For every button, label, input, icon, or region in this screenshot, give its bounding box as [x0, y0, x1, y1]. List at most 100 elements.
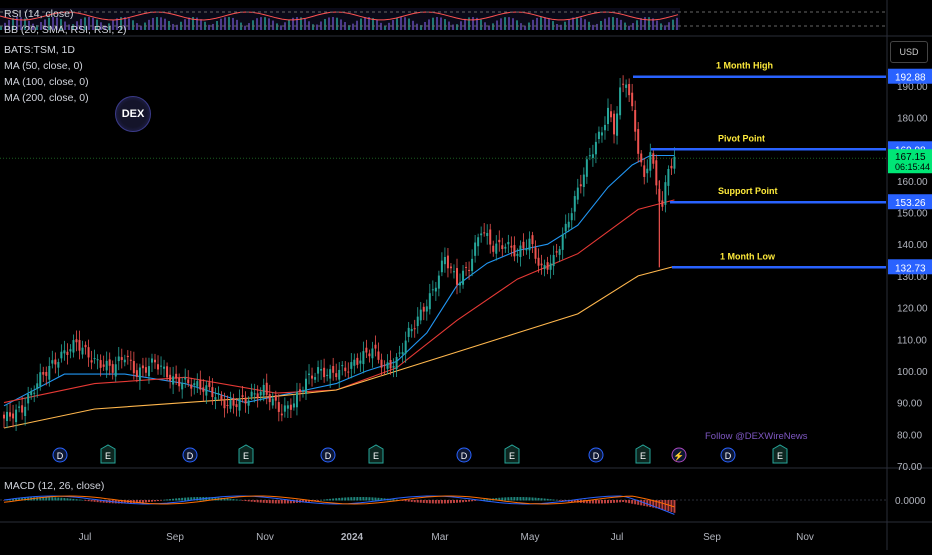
earnings-marker[interactable]: E [368, 444, 384, 464]
candle-body [292, 403, 295, 408]
macd-hist-bar [39, 497, 42, 501]
earnings-marker[interactable]: E [100, 444, 116, 464]
level-label: Pivot Point [718, 133, 765, 143]
rsi-bar [468, 17, 470, 30]
earnings-marker[interactable]: E [238, 444, 254, 464]
rsi-bar [364, 17, 366, 30]
rsi-bar [672, 19, 674, 30]
rsi-bar [512, 18, 514, 30]
macd-hist-bar [600, 500, 603, 504]
macd-hist-bar [425, 500, 428, 504]
rsi-bar [112, 20, 114, 30]
macd-label[interactable]: MACD (12, 26, close) [4, 480, 105, 492]
candle-body [96, 359, 99, 361]
macd-hist-bar [147, 500, 150, 502]
level-label: 1 Month High [716, 61, 773, 71]
ma200-label[interactable]: MA (200, close, 0) [4, 92, 89, 104]
rsi-bar [84, 17, 86, 30]
macd-hist-bar [468, 500, 471, 502]
follow-text: Follow @DEXWireNews [705, 431, 808, 442]
candle-body [111, 364, 114, 373]
rsi-bar [292, 17, 294, 30]
macd-hist-bar [356, 497, 359, 501]
earnings-marker[interactable]: E [504, 444, 520, 464]
level-price-label: 192.88 [895, 73, 926, 84]
macd-hist-bar [603, 500, 606, 504]
dividend-marker[interactable]: D [52, 447, 68, 463]
rsi-bar [160, 17, 162, 30]
candle-body [486, 232, 489, 236]
candle-body [181, 383, 184, 390]
macd-hist-bar [15, 498, 18, 501]
candle-body [78, 340, 81, 351]
candle-body [172, 376, 175, 385]
candle-body [54, 359, 57, 365]
candle-body [69, 349, 72, 352]
macd-hist-bar [265, 500, 268, 504]
macd-hist-bar [292, 500, 295, 504]
candle-body [123, 359, 126, 363]
candle-body [362, 351, 365, 365]
candle-body [102, 364, 105, 367]
macd-hist-bar [253, 500, 256, 503]
candle-body [190, 384, 193, 389]
macd-hist-bar [42, 497, 45, 501]
split-marker[interactable]: ⚡ [671, 447, 687, 463]
candle-body [546, 262, 549, 270]
earnings-marker[interactable]: E [772, 444, 788, 464]
ma100-label[interactable]: MA (100, close, 0) [4, 76, 89, 88]
candle-body [540, 263, 543, 266]
svg-text:D: D [725, 451, 732, 461]
candle-body [425, 306, 428, 312]
candle-body [259, 391, 262, 396]
macd-hist-bar [395, 499, 398, 501]
candle-body [120, 357, 123, 360]
macd-hist-bar [277, 500, 280, 504]
rsi-bar [496, 20, 498, 30]
candle-body [166, 366, 169, 378]
macd-hist-bar [625, 500, 628, 503]
dividend-marker[interactable]: D [720, 447, 736, 463]
candle-body [75, 339, 78, 343]
rsi-bar [620, 19, 622, 30]
rsi-bar [540, 17, 542, 30]
macd-hist-bar [540, 498, 543, 501]
dividend-marker[interactable]: D [588, 447, 604, 463]
macd-hist-bar [495, 498, 498, 501]
rsi-bar [676, 17, 678, 30]
rsi-bar [636, 20, 638, 30]
candle-body [498, 239, 501, 243]
dividend-marker[interactable]: D [456, 447, 472, 463]
candle-body [18, 406, 21, 408]
rsi-bar [220, 18, 222, 30]
bb-label[interactable]: BB (20, SMA, RSI, RSI, 2) [4, 24, 127, 36]
candle-body [383, 364, 386, 366]
rsi-bar [304, 18, 306, 30]
candle-body [449, 266, 452, 269]
candle-body [196, 381, 199, 387]
ma50-label[interactable]: MA (50, close, 0) [4, 60, 83, 72]
y-tick-label: 70.00 [897, 462, 922, 473]
svg-text:E: E [777, 451, 783, 461]
dividend-marker[interactable]: D [320, 447, 336, 463]
macd-hist-bar [187, 497, 190, 501]
macd-hist-bar [208, 497, 211, 501]
dividend-marker[interactable]: D [182, 447, 198, 463]
macd-hist-bar [552, 499, 555, 501]
candle-body [329, 369, 332, 379]
rsi-label[interactable]: RSI (14, close) [4, 8, 74, 20]
macd-hist-bar [452, 500, 455, 503]
candle-body [108, 359, 111, 366]
rsi-bar [428, 19, 430, 30]
candle-body [256, 393, 259, 399]
candle-body [610, 111, 613, 118]
candle-body [157, 364, 160, 370]
candle-body [335, 373, 338, 378]
macd-hist-bar [655, 500, 658, 509]
rsi-bar [408, 18, 410, 30]
macd-hist-bar [371, 497, 374, 501]
earnings-marker[interactable]: E [635, 444, 651, 464]
currency-button[interactable]: USD [890, 41, 928, 63]
candle-body [9, 412, 12, 417]
